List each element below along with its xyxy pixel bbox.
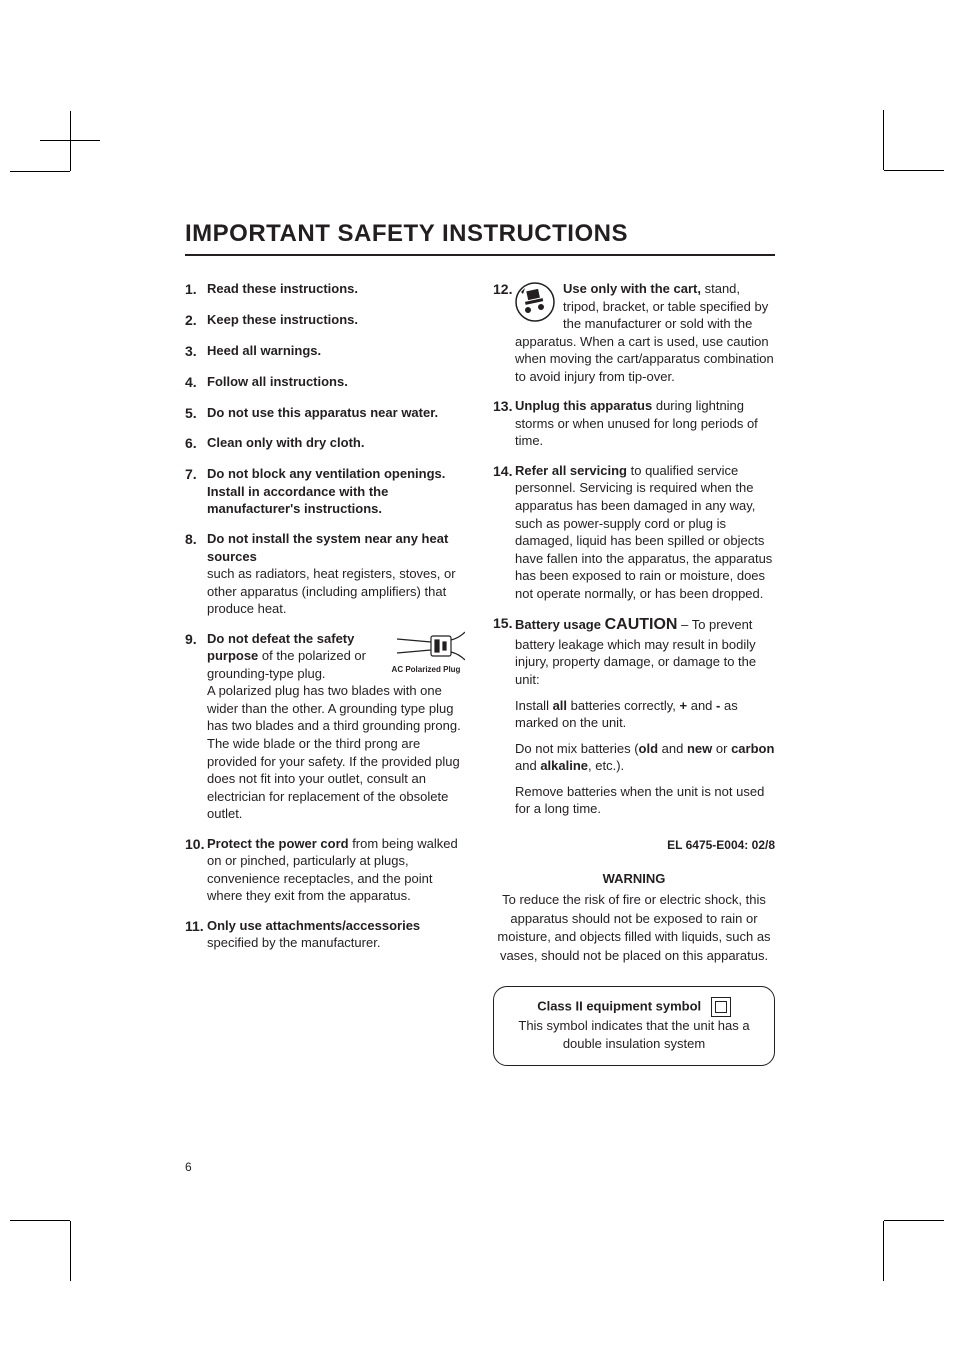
t: , etc.). xyxy=(588,758,624,773)
instruction-14: 14. Refer all servicing to qualified ser… xyxy=(493,462,775,602)
t: + xyxy=(680,698,688,713)
instruction-11: 11. Only use attachments/accessories spe… xyxy=(185,917,467,952)
t: carbon xyxy=(731,741,774,756)
class2-text: This symbol indicates that the unit has … xyxy=(518,1018,749,1051)
item-bold: Protect the power cord xyxy=(207,836,349,851)
item-text: Follow all instructions. xyxy=(207,374,348,389)
crop-mark-bottom-left xyxy=(40,1191,100,1251)
item-bold: Do not install the system near any heat … xyxy=(207,531,448,564)
item-rest: specified by the manufacturer. xyxy=(207,935,380,950)
item-rest: such as radiators, heat registers, stove… xyxy=(207,566,456,616)
item-number: 6. xyxy=(185,434,207,453)
item-number: 1. xyxy=(185,280,207,299)
instruction-3: 3. Heed all warnings. xyxy=(185,342,467,361)
item-bold: Unplug this apparatus xyxy=(515,398,652,413)
item-text: Clean only with dry cloth. xyxy=(207,435,364,450)
page-content: IMPORTANT SAFETY INSTRUCTIONS 1. Read th… xyxy=(185,220,775,1066)
page-number: 6 xyxy=(185,1160,192,1174)
crop-mark-top-right xyxy=(854,140,914,200)
instruction-10: 10. Protect the power cord from being wa… xyxy=(185,835,467,905)
instruction-5: 5. Do not use this apparatus near water. xyxy=(185,404,467,423)
ac-plug-figure: AC Polarized Plug xyxy=(385,630,467,675)
warning-block: WARNING To reduce the risk of fire or el… xyxy=(493,870,775,966)
right-column: 12. xyxy=(493,280,775,1066)
t: old xyxy=(639,741,659,756)
item-text: Do not use this apparatus near water. xyxy=(207,405,438,420)
item-number: 10. xyxy=(185,835,207,905)
t: all xyxy=(553,698,567,713)
cart-tipover-icon xyxy=(515,282,555,322)
item-rest: to qualified service personnel. Servicin… xyxy=(515,463,772,601)
item-number: 9. xyxy=(185,630,207,823)
item-text: Keep these instructions. xyxy=(207,312,358,327)
warning-text: To reduce the risk of fire or electric s… xyxy=(497,892,770,964)
class2-symbol-icon xyxy=(711,997,731,1017)
caution-word: CAUTION xyxy=(605,616,678,633)
class2-box: Class II equipment symbol This symbol in… xyxy=(493,986,775,1066)
t: or xyxy=(712,741,731,756)
instruction-9: 9. AC Polarized Plug xyxy=(185,630,467,823)
item-text: Do not block any ventilation openings. I… xyxy=(207,466,445,516)
t: and xyxy=(687,698,716,713)
class2-heading: Class II equipment symbol xyxy=(537,998,701,1013)
t: Do not mix batteries ( xyxy=(515,741,639,756)
item-bold: Use only with the cart, xyxy=(563,281,701,296)
item-number: 3. xyxy=(185,342,207,361)
battery-para-2: Do not mix batteries (old and new or car… xyxy=(515,740,775,775)
item-number: 13. xyxy=(493,397,515,450)
instruction-8: 8. Do not install the system near any he… xyxy=(185,530,467,618)
instruction-15: 15. Battery usage CAUTION – To prevent b… xyxy=(493,614,775,818)
two-column-layout: 1. Read these instructions. 2. Keep thes… xyxy=(185,280,775,1066)
item-number: 14. xyxy=(493,462,515,602)
warning-heading: WARNING xyxy=(493,870,775,889)
item-number: 5. xyxy=(185,404,207,423)
document-code: EL 6475-E004: 02/8 xyxy=(493,838,775,852)
instruction-6: 6. Clean only with dry cloth. xyxy=(185,434,467,453)
plug-caption: AC Polarized Plug xyxy=(392,665,461,674)
ac-plug-icon xyxy=(387,630,465,664)
instruction-2: 2. Keep these instructions. xyxy=(185,311,467,330)
t: and xyxy=(658,741,687,756)
item-number: 4. xyxy=(185,373,207,392)
item-number: 7. xyxy=(185,465,207,518)
t: alkaline xyxy=(540,758,588,773)
instruction-13: 13. Unplug this apparatus during lightni… xyxy=(493,397,775,450)
t: new xyxy=(687,741,712,756)
item-number: 11. xyxy=(185,917,207,952)
crop-mark-bottom-right xyxy=(854,1191,914,1251)
t: Install xyxy=(515,698,553,713)
instruction-4: 4. Follow all instructions. xyxy=(185,373,467,392)
crop-mark-top-left xyxy=(40,140,100,201)
instruction-7: 7. Do not block any ventilation openings… xyxy=(185,465,467,518)
battery-para-1: Install all batteries correctly, + and -… xyxy=(515,697,775,732)
cart-tipover-figure xyxy=(515,282,555,327)
t: and xyxy=(515,758,540,773)
item-bold: Refer all servicing xyxy=(515,463,627,478)
item-text: Heed all warnings. xyxy=(207,343,321,358)
item-text: Read these instructions. xyxy=(207,281,358,296)
item-number: 8. xyxy=(185,530,207,618)
instruction-1: 1. Read these instructions. xyxy=(185,280,467,299)
battery-para-3: Remove batteries when the unit is not us… xyxy=(515,783,775,818)
item-number: 15. xyxy=(493,614,515,818)
page-title: IMPORTANT SAFETY INSTRUCTIONS xyxy=(185,220,775,256)
item-bold: Battery usage xyxy=(515,617,605,632)
t: batteries correctly, xyxy=(567,698,679,713)
item-number: 12. xyxy=(493,280,515,385)
item-rest: A polarized plug has two blades with one… xyxy=(207,683,461,821)
left-column: 1. Read these instructions. 2. Keep thes… xyxy=(185,280,467,1066)
item-bold: Only use attachments/accessories xyxy=(207,918,420,933)
instruction-12: 12. xyxy=(493,280,775,385)
item-number: 2. xyxy=(185,311,207,330)
